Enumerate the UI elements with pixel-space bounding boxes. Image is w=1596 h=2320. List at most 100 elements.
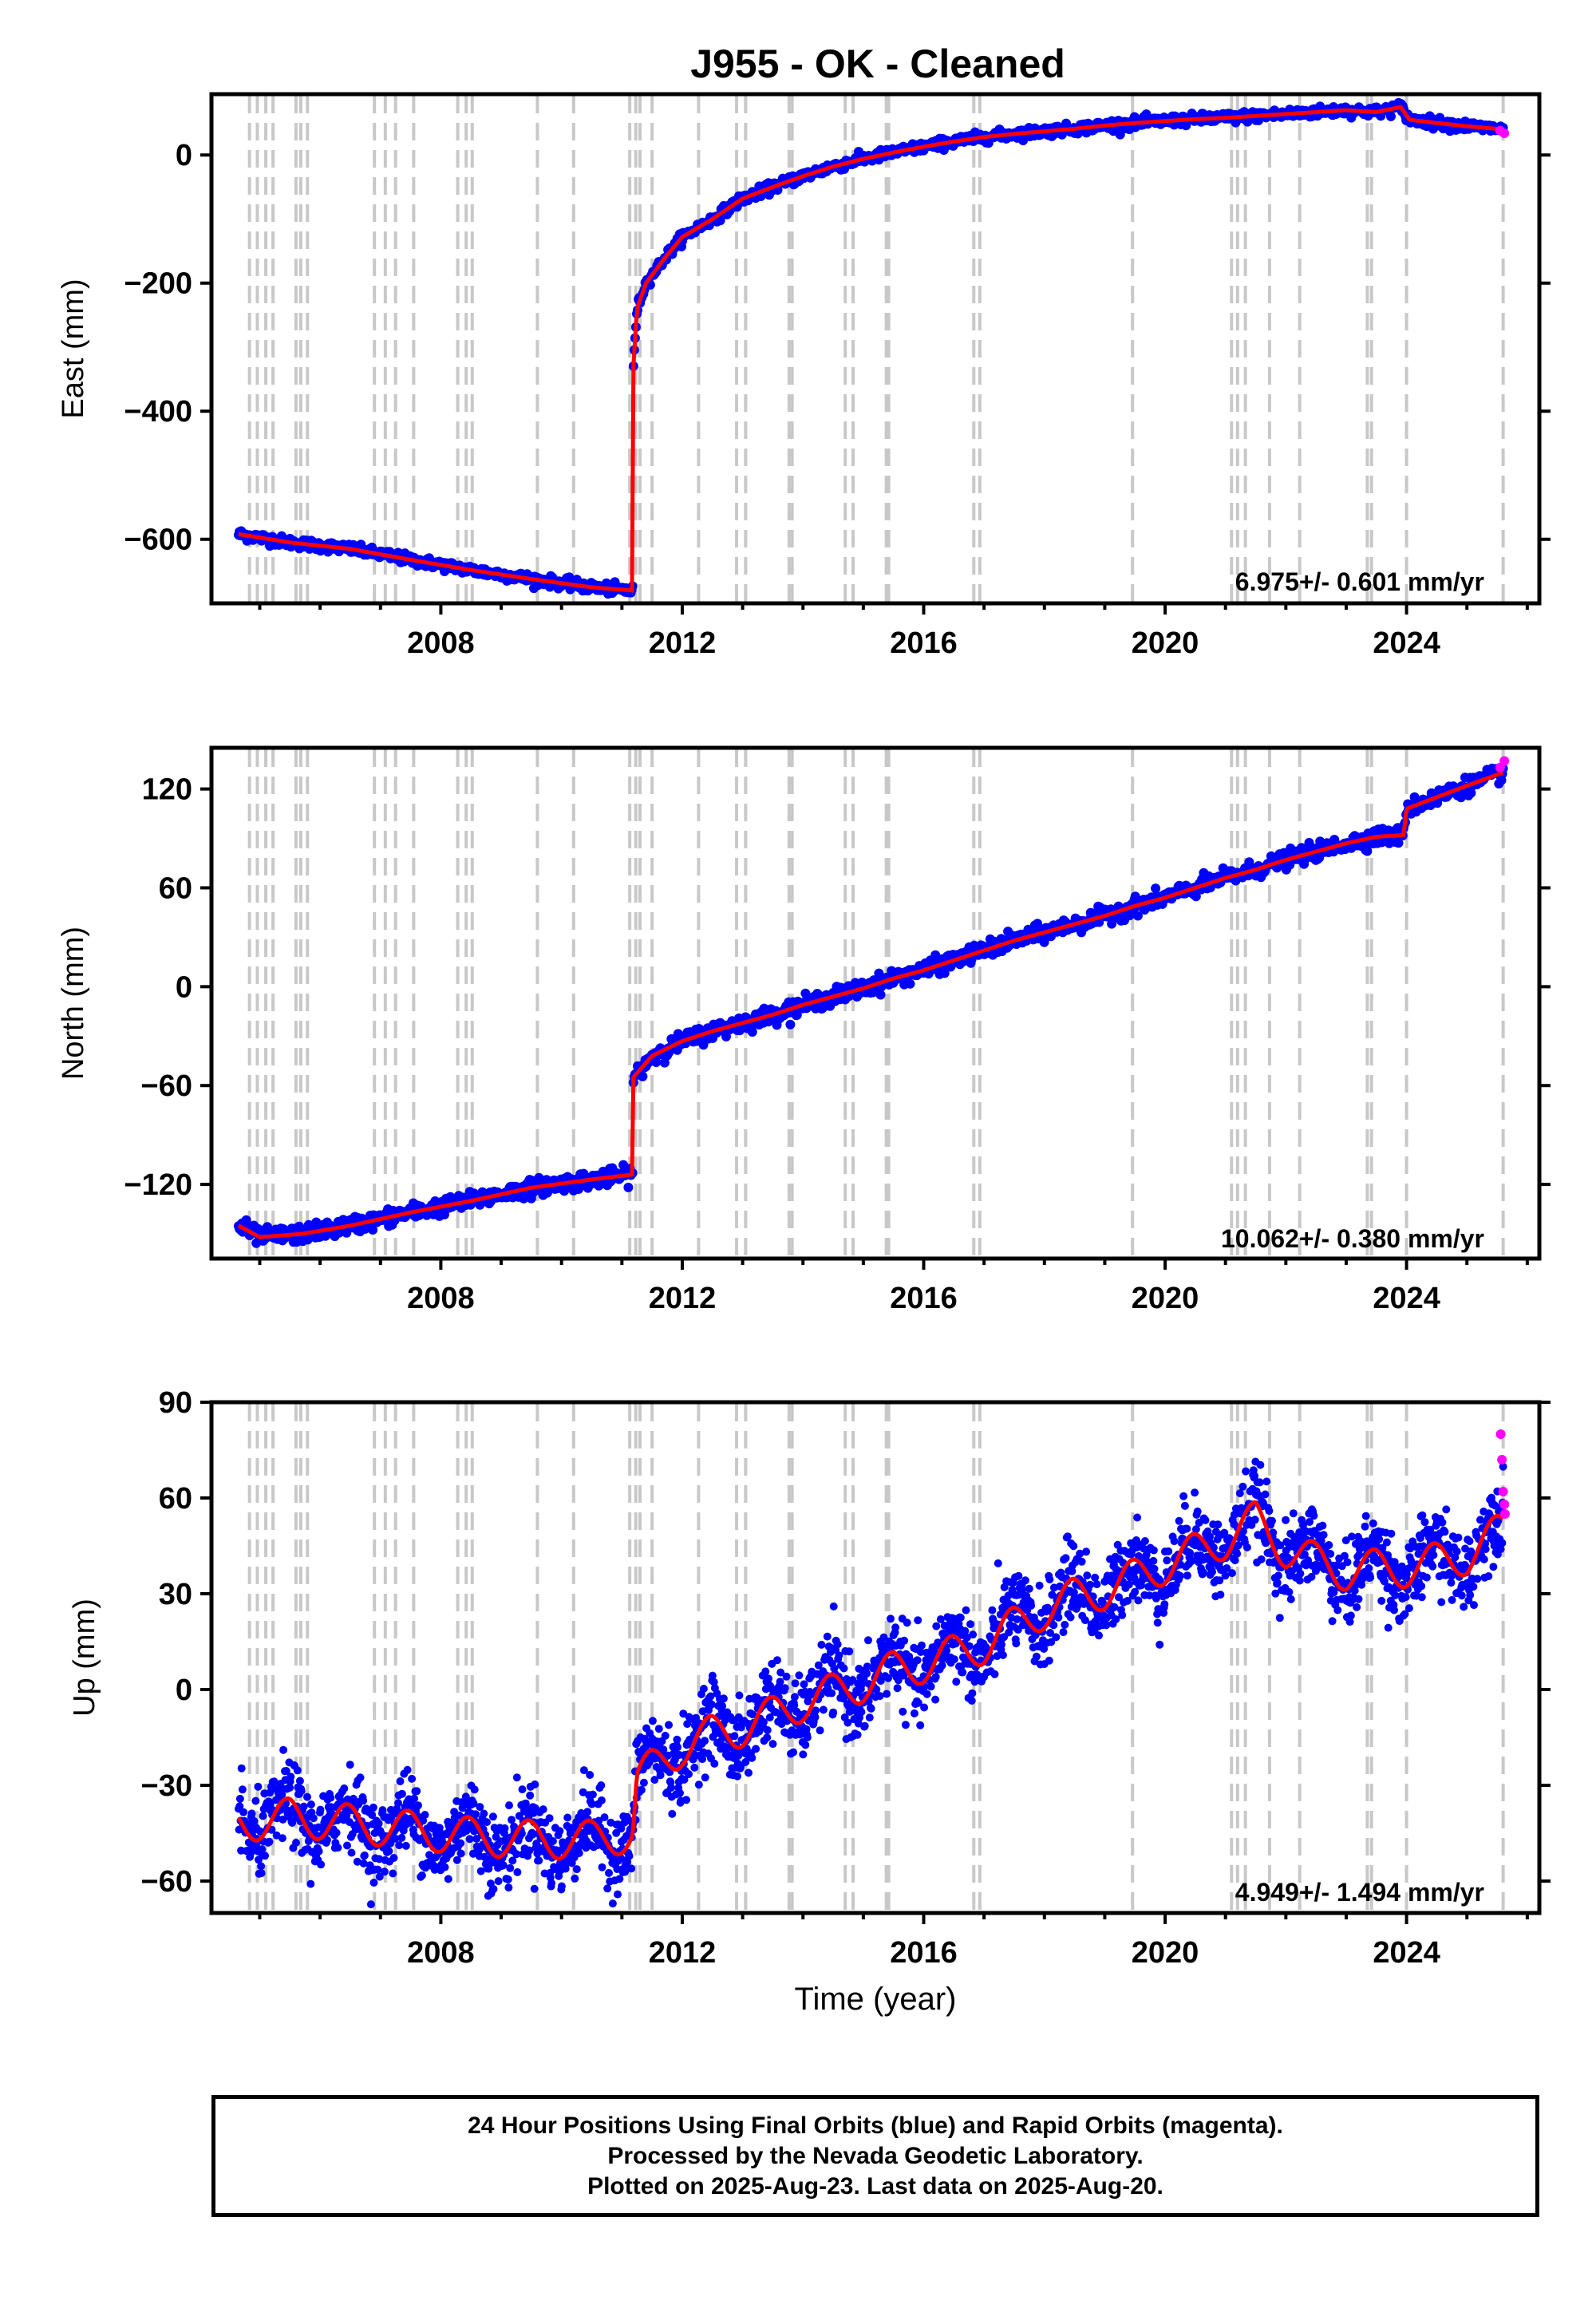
data-point <box>1062 1554 1070 1562</box>
data-point <box>385 1848 393 1856</box>
data-point <box>840 1665 848 1673</box>
data-point <box>238 1765 246 1773</box>
data-point <box>968 1690 976 1698</box>
data-point <box>966 1620 974 1628</box>
data-point <box>367 1900 375 1908</box>
data-point <box>927 1682 935 1690</box>
data-point <box>829 1709 837 1717</box>
event-lines <box>250 96 1503 602</box>
data-point <box>764 1726 772 1734</box>
data-point <box>558 1883 566 1891</box>
data-point <box>957 1614 965 1622</box>
data-point <box>489 1812 497 1820</box>
data-point <box>418 1871 426 1879</box>
data-point <box>257 1862 265 1870</box>
data-point <box>1021 1576 1029 1584</box>
event-lines <box>250 749 1503 1257</box>
data-point <box>375 1820 383 1828</box>
data-point <box>863 1670 871 1678</box>
data-point <box>296 1777 304 1785</box>
x-tick-label: 2008 <box>407 1282 475 1315</box>
data-point <box>279 1834 286 1842</box>
data-point <box>1045 1657 1053 1665</box>
data-point <box>258 1869 266 1877</box>
data-point <box>1025 1585 1033 1593</box>
data-point <box>505 1801 513 1809</box>
data-point <box>668 1810 676 1818</box>
data-point <box>286 1773 294 1781</box>
data-point <box>932 1622 940 1630</box>
data-point <box>539 1805 547 1813</box>
data-point <box>239 1808 247 1816</box>
data-point <box>279 1746 287 1754</box>
data-point <box>573 1865 581 1873</box>
y-tick-label: −120 <box>124 1168 192 1202</box>
data-point <box>899 1708 907 1716</box>
data-point <box>408 1775 416 1783</box>
data-point <box>783 1673 791 1681</box>
data-point <box>504 1875 512 1883</box>
data-point <box>1052 1633 1060 1641</box>
data-point <box>555 1827 563 1835</box>
data-point <box>601 1813 609 1821</box>
data-point <box>1014 1572 1022 1580</box>
data-point <box>667 1784 675 1792</box>
data-point <box>441 1864 449 1871</box>
ylabel-north: North (mm) <box>57 927 90 1080</box>
data-point <box>563 1814 571 1822</box>
data-point <box>752 1745 760 1753</box>
data-point <box>969 1630 977 1638</box>
data-point <box>513 1868 521 1876</box>
data-point <box>333 1829 341 1837</box>
data-point <box>248 1809 256 1817</box>
data-point <box>402 1842 410 1850</box>
data-point <box>785 1020 795 1030</box>
data-point <box>549 1837 557 1845</box>
data-point <box>480 1810 488 1818</box>
data-point <box>748 1027 757 1037</box>
data-point <box>673 1736 681 1744</box>
data-point <box>845 1647 853 1655</box>
data-point <box>735 1691 743 1699</box>
x-tick-label: 2008 <box>407 626 475 660</box>
data-point <box>906 979 915 989</box>
data-point <box>373 1866 381 1874</box>
model-fit <box>239 107 1503 591</box>
data-point <box>1033 1653 1041 1661</box>
data-point <box>655 1725 663 1733</box>
data-point <box>1386 112 1396 121</box>
data-point <box>804 1733 812 1741</box>
data-point <box>476 1803 484 1811</box>
data-point <box>236 1795 244 1803</box>
data-point <box>938 1662 946 1670</box>
data-point <box>501 1824 509 1832</box>
data-point <box>506 1864 514 1872</box>
data-point <box>733 1773 741 1781</box>
data-point <box>609 1899 617 1907</box>
data-point <box>830 1603 838 1611</box>
data-point <box>526 1792 534 1800</box>
data-point <box>1049 1621 1057 1629</box>
data-point <box>801 1741 809 1749</box>
data-point <box>773 1656 781 1664</box>
data-point <box>589 1791 597 1799</box>
data-point <box>251 1797 259 1805</box>
data-point <box>306 1880 314 1888</box>
data-point <box>950 1655 958 1663</box>
data-point <box>866 1713 874 1721</box>
data-point <box>720 1694 728 1702</box>
data-point <box>1060 1628 1068 1636</box>
data-point <box>994 1559 1002 1567</box>
data-point <box>776 1678 784 1686</box>
data-point <box>421 1811 429 1819</box>
data-point <box>883 1690 891 1698</box>
data-point <box>471 1785 479 1793</box>
data-point <box>254 1783 262 1791</box>
data-point <box>298 1787 306 1795</box>
data-point <box>1086 1581 1094 1589</box>
model-line <box>239 107 1503 591</box>
data-point <box>292 1839 300 1847</box>
x-tick-label: 2024 <box>1373 626 1440 660</box>
data-point <box>649 1717 657 1725</box>
